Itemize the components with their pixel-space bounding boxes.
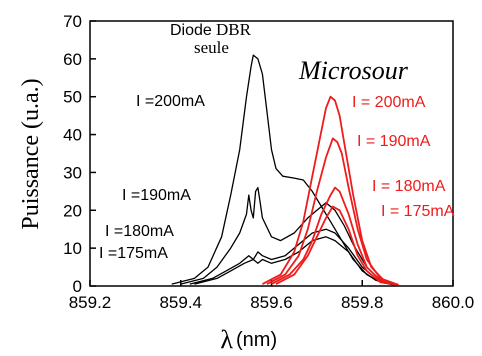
y-tick-label: 0 [73, 277, 82, 296]
x-axis-ticks: 859.2 859.4 859.6 859.8 860.0 [69, 280, 475, 312]
label-micro-190: I = 190mA [357, 133, 431, 150]
label-diode-175: I =175mA [99, 245, 168, 262]
y-tick-label: 10 [63, 239, 82, 258]
x-tick-label: 859.2 [69, 293, 112, 312]
series-layer [171, 54, 399, 286]
x-tick-label: 860.0 [432, 293, 475, 312]
annotation-dbr: DBR [216, 20, 252, 39]
series-line-diode_dbr-175mA [194, 236, 395, 286]
series-line-microsource-190mA [266, 137, 399, 286]
label-diode-200: I =200mA [136, 93, 205, 110]
annotation-seule: seule [194, 38, 229, 57]
series-line-microsource-175mA [275, 205, 399, 286]
x-tick-label: 859.6 [250, 293, 293, 312]
series-line-diode_dbr-190mA [180, 186, 399, 286]
x-axis-label-unit: (nm) [236, 329, 277, 351]
label-micro-200: I = 200mA [352, 94, 426, 111]
series-line-microsource-180mA [271, 186, 399, 286]
y-axis-label: Puissance (u.a.) [18, 78, 44, 229]
series-line-diode_dbr-200mA [171, 54, 395, 286]
y-tick-label: 50 [63, 88, 82, 107]
y-tick-label: 20 [63, 201, 82, 220]
series-line-microsource-200mA [261, 95, 399, 286]
label-diode-180: I =180mA [105, 223, 174, 240]
label-micro-180: I = 180mA [372, 178, 446, 195]
y-tick-label: 30 [63, 163, 82, 182]
label-micro-175: I = 175mA [381, 203, 455, 220]
series-line-diode_dbr-180mA [189, 228, 395, 286]
y-axis-ticks: 0 10 20 30 40 50 60 70 [63, 12, 96, 296]
y-tick-label: 60 [63, 50, 82, 69]
y-tick-label: 70 [63, 12, 82, 31]
x-axis-label-symbol: λ [220, 325, 233, 354]
label-diode-190: I =190mA [122, 187, 191, 204]
annotation-microsource: Microsour [298, 56, 409, 85]
annotation-diode: Diode [170, 22, 212, 39]
x-tick-label: 859.4 [159, 293, 202, 312]
x-tick-label: 859.8 [341, 293, 384, 312]
y-tick-label: 40 [63, 126, 82, 145]
